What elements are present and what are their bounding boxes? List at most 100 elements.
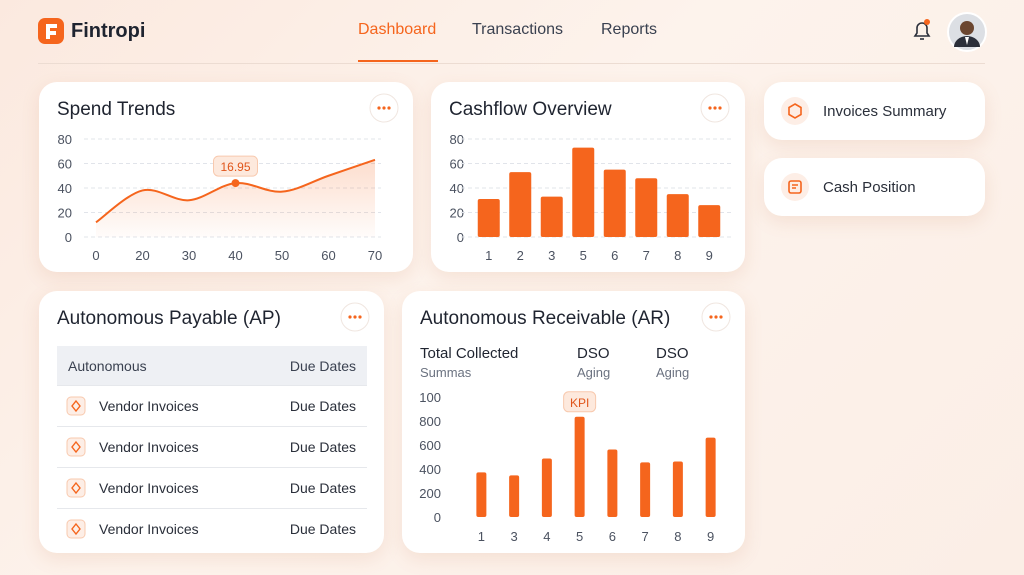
summary-sub: Aging xyxy=(656,365,689,380)
x-tick-label: 70 xyxy=(368,248,382,263)
menu-button[interactable] xyxy=(700,93,730,123)
y-tick-label: 0 xyxy=(457,230,464,245)
column-header: Due Dates xyxy=(290,358,356,374)
card-title: Autonomous Payable (AP) xyxy=(57,308,281,329)
bar xyxy=(603,169,626,237)
avatar[interactable] xyxy=(947,12,987,52)
y-tick-label: 800 xyxy=(419,414,441,429)
area xyxy=(96,159,375,237)
ap-card: Autonomous Payable (AP) Autonomous Due D… xyxy=(39,291,384,553)
bar xyxy=(705,437,716,517)
menu-button[interactable] xyxy=(369,93,399,123)
nav-link[interactable]: Reports xyxy=(601,21,658,38)
cell: Due Dates xyxy=(290,521,356,537)
x-tick-label: 7 xyxy=(642,529,649,544)
x-tick-label: 9 xyxy=(707,529,714,544)
brand: Fintropi xyxy=(71,20,146,42)
x-tick-label: 40 xyxy=(228,248,242,263)
side-icon xyxy=(781,97,809,125)
row-icon xyxy=(66,437,86,457)
x-tick-label: 50 xyxy=(275,248,289,263)
summary-sub: Summas xyxy=(420,365,472,380)
x-tick-label: 20 xyxy=(135,248,149,263)
bar xyxy=(635,178,658,237)
bar xyxy=(607,449,618,517)
bar xyxy=(541,458,552,517)
x-tick-label: 60 xyxy=(321,248,335,263)
x-tick-label: 6 xyxy=(611,248,618,263)
y-tick-label: 100 xyxy=(419,390,441,405)
spend-trends-card: Spend Trends 0 20 40 60 80 0 20 30 40 50 60 70 16.95 xyxy=(39,82,413,272)
row-icon xyxy=(71,522,81,536)
bell-icon[interactable] xyxy=(910,18,934,44)
cell: Vendor Invoices xyxy=(99,439,199,455)
y-tick-label: 20 xyxy=(450,206,464,221)
menu-dot xyxy=(718,106,722,110)
row-icon xyxy=(71,440,81,454)
header-divider xyxy=(38,63,985,64)
menu-button[interactable] xyxy=(701,302,731,332)
menu-dot xyxy=(713,106,717,110)
bar xyxy=(640,462,651,517)
menu-dot xyxy=(709,315,713,319)
cell: Vendor Invoices xyxy=(99,480,199,496)
y-tick-label: 40 xyxy=(58,181,72,196)
side-label: Cash Position xyxy=(823,178,916,196)
x-tick-label: 9 xyxy=(706,248,713,263)
point-marker xyxy=(231,179,240,188)
logo xyxy=(38,18,64,44)
column-header: Autonomous xyxy=(68,358,147,374)
chart: Autonomous Receivable (AR) Total Collecte… xyxy=(419,302,731,544)
x-tick-label: 8 xyxy=(674,529,681,544)
menu-button[interactable] xyxy=(340,302,370,332)
x-tick-label: 5 xyxy=(580,248,587,263)
annotation-bg xyxy=(563,391,597,413)
y-tick-label: 20 xyxy=(58,206,72,221)
logo-icon xyxy=(46,24,57,39)
bar xyxy=(509,475,520,517)
summary-label: DSO xyxy=(656,345,689,362)
card-title: Cashflow Overview xyxy=(449,99,612,120)
y-tick-label: 400 xyxy=(419,462,441,477)
summary-sub: Aging xyxy=(577,365,610,380)
side-card[interactable]: Invoices Summary xyxy=(764,82,985,140)
y-tick-label: 80 xyxy=(58,132,72,147)
row-icon xyxy=(66,519,86,539)
row-icon xyxy=(71,399,81,413)
bar xyxy=(666,194,689,237)
x-tick-label: 1 xyxy=(478,529,485,544)
bar xyxy=(672,461,683,517)
annotation-bg xyxy=(213,155,258,177)
x-tick-label: 3 xyxy=(548,248,555,263)
menu-dot xyxy=(708,106,712,110)
annotation: 16.95 xyxy=(220,160,250,174)
bar xyxy=(476,472,487,517)
bar xyxy=(574,416,585,517)
table-header xyxy=(57,346,367,386)
cell: Vendor Invoices xyxy=(99,521,199,537)
menu-dot xyxy=(387,106,391,110)
y-tick-label: 0 xyxy=(434,510,441,525)
table: Autonomous Payable (AP) Autonomous Due D… xyxy=(57,302,370,539)
cell: Due Dates xyxy=(290,439,356,455)
card-title: Spend Trends xyxy=(57,99,175,120)
x-tick-label: 6 xyxy=(609,529,616,544)
nav-link[interactable]: Dashboard xyxy=(358,21,437,38)
y-tick-label: 60 xyxy=(450,157,464,172)
y-tick-label: 0 xyxy=(65,230,72,245)
y-tick-label: 40 xyxy=(450,181,464,196)
row-icon xyxy=(66,478,86,498)
chart: Cashflow Overview 0 20 40 60 80 1 2 3 5 6 7 8 9 xyxy=(449,93,731,263)
menu-dot xyxy=(719,315,723,319)
x-tick-label: 1 xyxy=(485,248,492,263)
bar xyxy=(477,199,500,237)
x-tick-label: 7 xyxy=(643,248,650,263)
side-card[interactable]: Cash Position xyxy=(764,158,985,216)
nav-link[interactable]: Transactions xyxy=(472,21,563,38)
card-title: Autonomous Receivable (AR) xyxy=(420,308,670,329)
bar xyxy=(572,147,595,237)
bar xyxy=(509,172,532,237)
menu-dot xyxy=(714,315,718,319)
side-icon xyxy=(781,173,809,201)
